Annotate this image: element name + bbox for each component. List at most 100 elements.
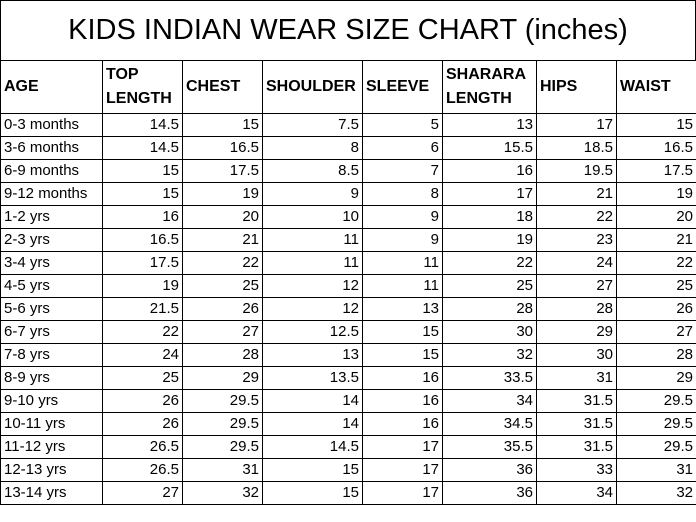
size-cell: 16.5 — [616, 136, 696, 160]
size-cell: 19.5 — [536, 159, 617, 183]
size-cell: 6 — [362, 136, 443, 160]
size-cell: 29.5 — [616, 412, 696, 436]
size-cell: 19 — [102, 274, 183, 298]
age-cell: 11-12 yrs — [0, 435, 103, 459]
age-cell: 6-9 months — [0, 159, 103, 183]
size-cell: 20 — [182, 205, 263, 229]
size-cell: 25 — [442, 274, 537, 298]
size-cell: 36 — [442, 481, 537, 505]
size-cell: 12.5 — [262, 320, 363, 344]
size-cell: 15.5 — [442, 136, 537, 160]
size-cell: 30 — [536, 343, 617, 367]
table-row: 2-3 yrs 16.5 21 11 9 19 23 21 — [0, 228, 696, 252]
size-cell: 27 — [182, 320, 263, 344]
size-cell: 15 — [102, 159, 183, 183]
size-cell: 25 — [182, 274, 263, 298]
size-cell: 13 — [442, 113, 537, 137]
size-cell: 25 — [102, 366, 183, 390]
size-cell: 8 — [262, 136, 363, 160]
size-cell: 19 — [616, 182, 696, 206]
age-cell: 8-9 yrs — [0, 366, 103, 390]
size-cell: 22 — [536, 205, 617, 229]
size-cell: 34 — [536, 481, 617, 505]
size-cell: 34.5 — [442, 412, 537, 436]
title: KIDS INDIAN WEAR SIZE CHART (inches) — [0, 0, 696, 60]
size-cell: 15 — [262, 458, 363, 482]
size-cell: 22 — [616, 251, 696, 275]
size-cell: 17 — [362, 481, 443, 505]
size-cell: 13 — [262, 343, 363, 367]
age-cell: 4-5 yrs — [0, 274, 103, 298]
size-cell: 11 — [362, 251, 443, 275]
size-cell: 27 — [102, 481, 183, 505]
size-cell: 31.5 — [536, 435, 617, 459]
size-cell: 35.5 — [442, 435, 537, 459]
size-cell: 22 — [182, 251, 263, 275]
size-cell: 15 — [616, 113, 696, 137]
size-cell: 28 — [442, 297, 537, 321]
table-row: 5-6 yrs 21.5 26 12 13 28 28 26 — [0, 297, 696, 321]
size-cell: 29.5 — [182, 412, 263, 436]
size-cell: 17.5 — [182, 159, 263, 183]
size-cell: 17 — [536, 113, 617, 137]
age-cell: 6-7 yrs — [0, 320, 103, 344]
age-cell: 13-14 yrs — [0, 481, 103, 505]
table-row: 9-12 months 15 19 9 8 17 21 19 — [0, 182, 696, 206]
column-header: CHEST — [182, 60, 263, 114]
size-cell: 14.5 — [262, 435, 363, 459]
size-cell: 21 — [536, 182, 617, 206]
column-header: SHARARA LENGTH — [442, 60, 537, 114]
size-cell: 30 — [442, 320, 537, 344]
size-cell: 20 — [616, 205, 696, 229]
size-cell: 24 — [536, 251, 617, 275]
size-cell: 15 — [102, 182, 183, 206]
size-cell: 7 — [362, 159, 443, 183]
header-row: AGE TOP LENGTH CHEST SHOULDER SLEEVE SHARARA … — [0, 60, 696, 114]
size-cell: 11 — [262, 228, 363, 252]
size-cell: 31.5 — [536, 412, 617, 436]
size-cell: 34 — [442, 389, 537, 413]
size-cell: 14.5 — [102, 136, 183, 160]
size-cell: 17.5 — [102, 251, 183, 275]
size-cell: 36 — [442, 458, 537, 482]
table-row: 4-5 yrs 19 25 12 11 25 27 25 — [0, 274, 696, 298]
size-cell: 26.5 — [102, 458, 183, 482]
age-cell: 5-6 yrs — [0, 297, 103, 321]
table-row: 0-3 months 14.5 15 7.5 5 13 17 15 — [0, 113, 696, 137]
age-cell: 1-2 yrs — [0, 205, 103, 229]
size-cell: 5 — [362, 113, 443, 137]
table-row: 7-8 yrs 24 28 13 15 32 30 28 — [0, 343, 696, 367]
table-row: 9-10 yrs 26 29.5 14 16 34 31.5 29.5 — [0, 389, 696, 413]
size-cell: 32 — [616, 481, 696, 505]
column-header: TOP LENGTH — [102, 60, 183, 114]
size-cell: 8.5 — [262, 159, 363, 183]
column-header: SHOULDER — [262, 60, 363, 114]
size-cell: 29.5 — [182, 435, 263, 459]
size-cell: 15 — [262, 481, 363, 505]
size-cell: 29 — [182, 366, 263, 390]
age-cell: 10-11 yrs — [0, 412, 103, 436]
age-cell: 3-6 months — [0, 136, 103, 160]
size-cell: 16 — [102, 205, 183, 229]
table-row: 10-11 yrs 26 29.5 14 16 34.5 31.5 29.5 — [0, 412, 696, 436]
size-cell: 22 — [442, 251, 537, 275]
size-cell: 14 — [262, 389, 363, 413]
size-cell: 16 — [362, 366, 443, 390]
size-cell: 27 — [536, 274, 617, 298]
size-cell: 29 — [536, 320, 617, 344]
age-cell: 12-13 yrs — [0, 458, 103, 482]
size-cell: 25 — [616, 274, 696, 298]
table-row: 3-4 yrs 17.5 22 11 11 22 24 22 — [0, 251, 696, 275]
size-cell: 31 — [616, 458, 696, 482]
size-cell: 9 — [262, 182, 363, 206]
size-cell: 21 — [616, 228, 696, 252]
size-cell: 8 — [362, 182, 443, 206]
size-cell: 19 — [182, 182, 263, 206]
column-header: AGE — [0, 60, 103, 114]
size-cell: 26 — [616, 297, 696, 321]
size-cell: 22 — [102, 320, 183, 344]
age-cell: 3-4 yrs — [0, 251, 103, 275]
table-row: 6-7 yrs 22 27 12.5 15 30 29 27 — [0, 320, 696, 344]
size-cell: 13.5 — [262, 366, 363, 390]
size-cell: 16 — [442, 159, 537, 183]
